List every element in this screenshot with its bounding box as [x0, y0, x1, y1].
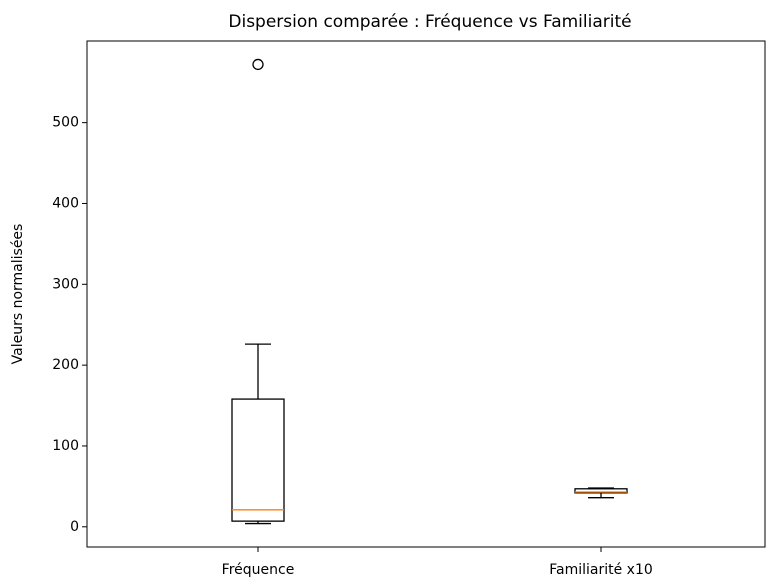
y-tick-label: 500: [52, 115, 79, 131]
x-tick-label: Fréquence: [222, 562, 295, 578]
plot-frame: [86, 40, 766, 548]
chart-title: Dispersion comparée : Fréquence vs Famil…: [228, 12, 631, 32]
flier: [252, 58, 264, 71]
y-tick-label: 300: [52, 276, 79, 292]
x-tick-label: Familiarité x10: [549, 562, 653, 578]
y-tick-label: 100: [52, 438, 79, 454]
y-tick-label: 200: [52, 357, 79, 373]
y-tick-label: 400: [52, 195, 79, 211]
y-tick-label: 0: [70, 519, 79, 535]
y-axis-label: Valeurs normalisées: [10, 224, 26, 365]
box: [231, 398, 285, 522]
